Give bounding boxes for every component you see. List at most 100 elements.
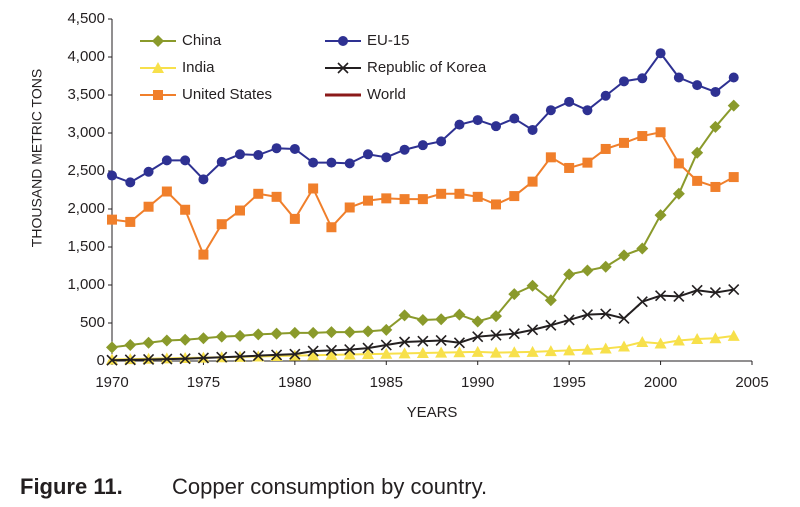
data-point	[581, 309, 593, 321]
legend-marker	[152, 35, 164, 47]
data-point	[106, 341, 118, 354]
data-point	[325, 344, 337, 356]
data-point	[343, 348, 356, 360]
data-point	[399, 144, 410, 155]
data-point	[545, 319, 557, 331]
data-point	[545, 105, 556, 116]
data-point	[490, 310, 502, 323]
data-point	[527, 324, 539, 336]
data-point	[344, 202, 355, 213]
data-point	[160, 334, 173, 347]
data-point	[398, 309, 411, 322]
data-point	[107, 170, 117, 181]
data-point	[398, 347, 411, 359]
data-point	[709, 120, 722, 133]
data-point	[581, 343, 594, 355]
data-point	[454, 188, 465, 199]
data-point	[563, 268, 576, 281]
data-point	[307, 326, 320, 339]
data-point	[618, 340, 630, 352]
data-point	[143, 201, 154, 212]
data-point	[709, 332, 722, 344]
data-point	[600, 90, 611, 101]
data-point	[179, 353, 191, 365]
data-point	[161, 155, 172, 166]
data-point	[107, 214, 117, 225]
y-tick-label: 3,000	[67, 124, 105, 141]
data-point	[344, 344, 356, 356]
legend-marker	[152, 62, 164, 73]
data-point	[544, 345, 557, 357]
data-point	[362, 348, 374, 360]
data-point	[509, 113, 520, 124]
data-point	[581, 264, 594, 277]
data-point	[544, 294, 557, 307]
data-point	[435, 334, 447, 347]
data-point	[124, 339, 137, 352]
data-point	[636, 296, 648, 308]
data-point	[308, 157, 319, 168]
data-point	[471, 315, 484, 328]
caption-number: Figure 11.	[20, 474, 123, 499]
legend-label: World	[367, 86, 406, 103]
data-point	[436, 136, 447, 147]
data-point	[161, 353, 173, 365]
data-point	[362, 325, 374, 338]
x-tick-label: 1970	[95, 374, 128, 391]
data-point	[436, 188, 447, 199]
data-point	[526, 279, 539, 292]
data-point	[381, 152, 392, 163]
data-point	[381, 193, 392, 204]
data-point	[161, 186, 172, 197]
data-point	[270, 327, 283, 340]
data-point	[197, 332, 210, 345]
data-point	[490, 329, 502, 341]
data-point	[234, 350, 246, 363]
data-point	[472, 331, 484, 343]
data-point	[252, 328, 265, 341]
data-point	[235, 149, 245, 160]
data-point	[710, 86, 721, 97]
legend-label: India	[182, 59, 215, 76]
data-point	[526, 345, 539, 357]
data-point	[728, 172, 739, 183]
data-point	[271, 349, 283, 361]
legend-label: China	[182, 32, 222, 49]
data-point	[253, 150, 264, 161]
data-point	[234, 329, 246, 342]
data-point	[453, 308, 466, 321]
data-point	[216, 156, 227, 167]
data-point	[618, 249, 630, 262]
data-point	[655, 290, 667, 302]
data-point	[582, 157, 593, 168]
data-point	[508, 288, 521, 301]
data-point	[654, 337, 667, 349]
data-point	[416, 313, 429, 326]
series-line	[111, 131, 735, 257]
data-point	[308, 183, 319, 194]
x-tick-label: 1975	[187, 374, 220, 391]
data-point	[288, 326, 301, 339]
data-point	[180, 155, 191, 166]
data-point	[216, 219, 227, 230]
data-point	[727, 99, 740, 112]
y-tick-label: 1,500	[67, 238, 105, 255]
data-point	[216, 351, 228, 363]
y-tick-label: 4,000	[67, 48, 105, 65]
data-point	[600, 143, 611, 154]
x-tick-label: 1980	[278, 374, 311, 391]
data-point	[673, 158, 684, 169]
data-point	[564, 162, 575, 173]
data-point	[672, 334, 685, 346]
data-point	[637, 73, 648, 84]
data-point	[727, 329, 740, 341]
data-point	[636, 336, 649, 347]
data-point	[692, 80, 703, 91]
legend-marker	[338, 36, 348, 46]
data-point	[417, 140, 428, 151]
data-point	[160, 352, 173, 364]
data-point	[527, 124, 538, 135]
data-point	[179, 333, 192, 346]
data-point	[289, 143, 300, 154]
